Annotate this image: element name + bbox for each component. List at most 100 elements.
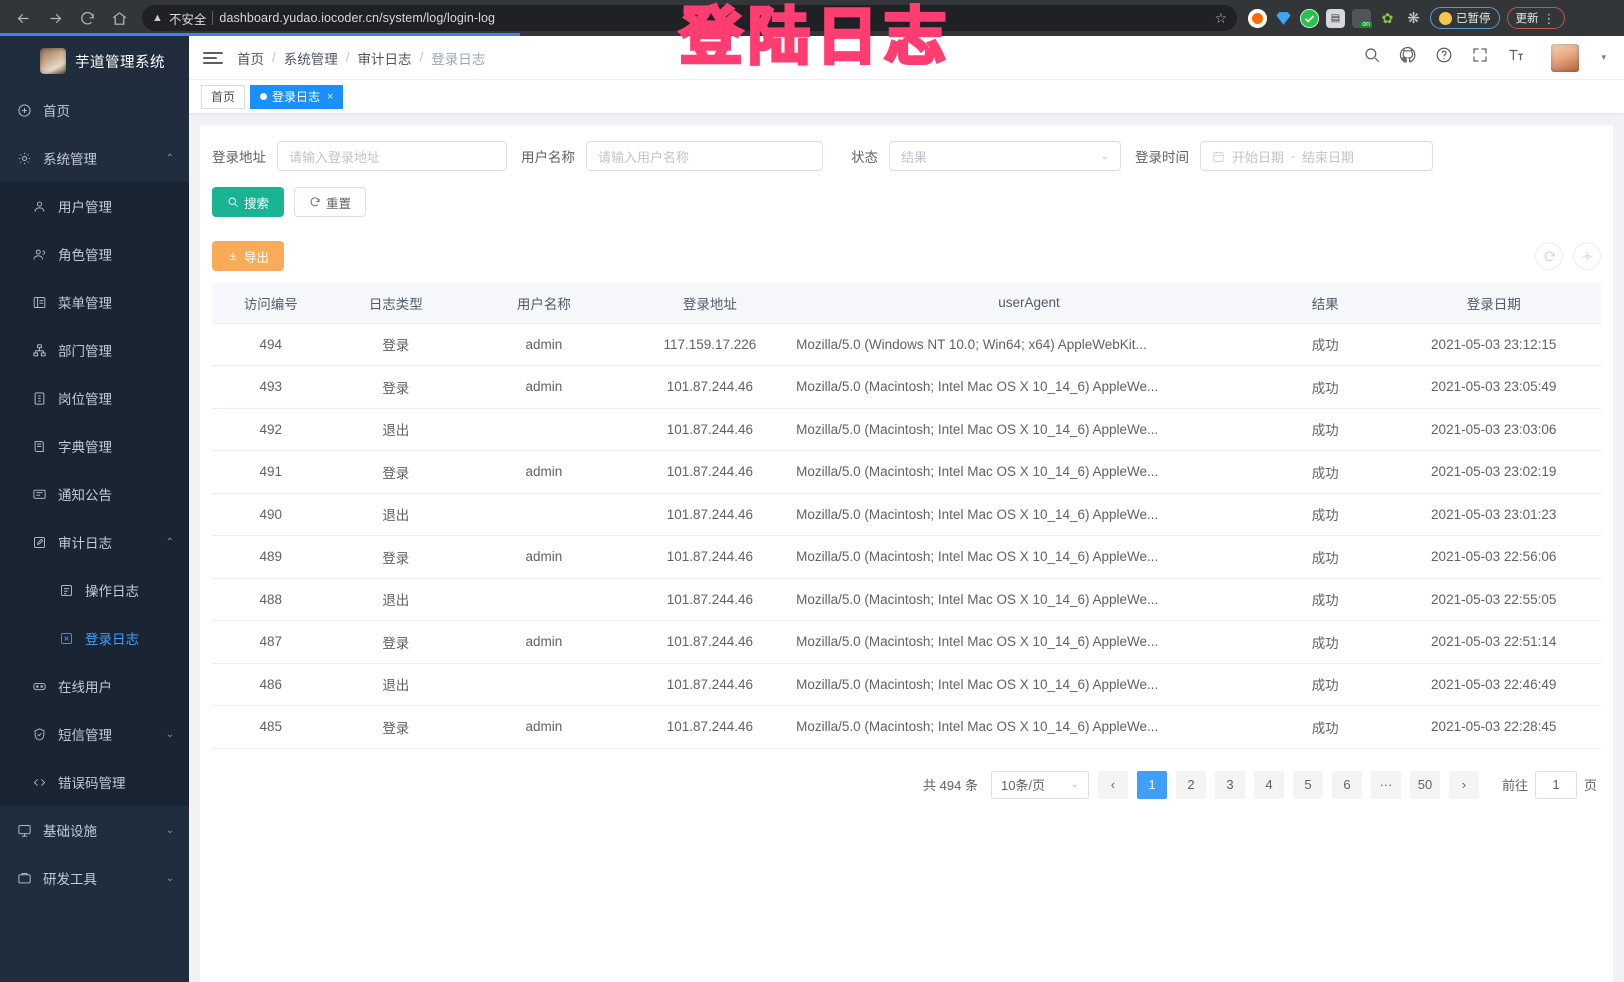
tab-active-dot-icon (260, 93, 268, 100)
sidebar-item-dev-tools[interactable]: 研发工具 ⌄ (0, 854, 189, 902)
reset-button[interactable]: 重置 (294, 187, 367, 217)
table-row[interactable]: 488 退出 101.87.244.46 Mozilla/5.0 (Macint… (212, 578, 1601, 621)
back-arrow-icon[interactable] (8, 3, 38, 33)
bookmark-star-icon[interactable]: ☆ (1214, 9, 1227, 26)
login-address-input[interactable]: 请输入登录地址 (277, 141, 507, 171)
col-login-address[interactable]: 登录地址 (625, 283, 795, 324)
browser-menu-icon[interactable]: ⋮ (1542, 10, 1556, 26)
extension-doc-icon[interactable]: ▤ (1326, 8, 1345, 28)
extension-green-check-icon[interactable] (1300, 8, 1319, 28)
sidebar-item-label: 菜单管理 (58, 296, 112, 311)
sidebar-item-departments[interactable]: 部门管理 (0, 326, 189, 374)
tab-bar: 首页 登录日志 × (189, 80, 1624, 114)
sidebar-item-operation-log[interactable]: 操作日志 (0, 566, 189, 614)
sidebar-item-home[interactable]: 首页 (0, 86, 189, 134)
page-button-4[interactable]: 4 (1253, 770, 1284, 799)
range-separator: - (1291, 149, 1296, 163)
table-row[interactable]: 489 登录 admin 101.87.244.46 Mozilla/5.0 (… (212, 535, 1601, 579)
extension-diamond-icon[interactable] (1274, 9, 1293, 28)
breadcrumb-item-0[interactable]: 首页 (237, 51, 264, 67)
table-row[interactable]: 494 登录 admin 117.159.17.226 Mozilla/5.0 … (212, 323, 1601, 366)
sidebar-item-label: 部门管理 (58, 344, 112, 359)
page-size-select[interactable]: 10条/页 ⌄ (990, 770, 1089, 799)
fullscreen-icon[interactable] (1471, 46, 1489, 69)
page-button-1[interactable]: 1 (1136, 770, 1167, 799)
sidebar-item-label: 首页 (43, 104, 70, 119)
prev-page-button[interactable]: ‹ (1097, 770, 1128, 799)
breadcrumb-item-1[interactable]: 系统管理 (283, 51, 338, 67)
column-settings-button[interactable] (1573, 242, 1601, 270)
sidebar-logo[interactable]: 芋道管理系统 (0, 36, 189, 86)
search-icon[interactable] (1363, 46, 1381, 69)
search-button[interactable]: 搜索 (212, 187, 285, 217)
font-size-icon[interactable] (1507, 46, 1525, 69)
page-ellipsis[interactable]: ··· (1370, 770, 1401, 799)
chevron-down-icon[interactable]: ▾ (1601, 52, 1606, 62)
refresh-table-button[interactable] (1535, 242, 1563, 270)
github-icon[interactable] (1399, 46, 1417, 69)
col-log-type[interactable]: 日志类型 (329, 283, 463, 324)
col-result[interactable]: 结果 (1263, 283, 1387, 324)
table-row[interactable]: 493 登录 admin 101.87.244.46 Mozilla/5.0 (… (212, 365, 1601, 409)
page-button-5[interactable]: 5 (1292, 770, 1323, 799)
avatar[interactable] (1551, 43, 1580, 72)
page-button-3[interactable]: 3 (1214, 770, 1245, 799)
next-page-button[interactable]: › (1448, 770, 1479, 799)
sidebar-item-menus[interactable]: 菜单管理 (0, 278, 189, 326)
forward-arrow-icon[interactable] (40, 3, 70, 33)
tab-home[interactable]: 首页 (201, 84, 246, 109)
table-row[interactable]: 486 退出 101.87.244.46 Mozilla/5.0 (Macint… (212, 663, 1601, 706)
col-user-name[interactable]: 用户名称 (462, 283, 626, 324)
sidebar-item-users[interactable]: 用户管理 (0, 182, 189, 230)
page-button-2[interactable]: 2 (1175, 770, 1206, 799)
sidebar-item-dict[interactable]: 字典管理 (0, 422, 189, 470)
sidebar-item-system[interactable]: 系统管理 ⌃ (0, 134, 189, 182)
goto-page-input[interactable]: 1 (1534, 770, 1577, 799)
extension-puzzle-icon[interactable]: ❋ (1407, 10, 1420, 27)
reload-icon[interactable] (72, 3, 102, 33)
col-login-date[interactable]: 登录日期 (1386, 283, 1601, 324)
sidebar-item-infrastructure[interactable]: 基础设施 ⌄ (0, 806, 189, 854)
cell-log-type: 登录 (329, 705, 463, 749)
paused-pill[interactable]: 已暂停 (1430, 7, 1500, 29)
table-row[interactable]: 487 登录 admin 101.87.244.46 Mozilla/5.0 (… (212, 620, 1601, 664)
sidebar-item-online-users[interactable]: 在线用户 (0, 662, 189, 710)
hamburger-icon[interactable] (203, 51, 223, 64)
address-bar[interactable]: ▲ 不安全 dashboard.yudao.iocoder.cn/system/… (142, 5, 1237, 31)
sidebar-item-error-code[interactable]: 错误码管理 (0, 758, 189, 806)
table-row[interactable]: 492 退出 101.87.244.46 Mozilla/5.0 (Macint… (212, 408, 1601, 451)
sidebar-item-roles[interactable]: 角色管理 (0, 230, 189, 278)
sidebar-item-posts[interactable]: 岗位管理 (0, 374, 189, 422)
col-user-agent[interactable]: userAgent (794, 283, 1264, 324)
page-button-50[interactable]: 50 (1409, 770, 1440, 799)
col-access-id[interactable]: 访问编号 (212, 283, 330, 324)
chevron-down-icon: ⌄ (165, 824, 174, 836)
cell-login-address: 117.159.17.226 (625, 323, 795, 366)
edit-icon (31, 534, 48, 551)
table-row[interactable]: 491 登录 admin 101.87.244.46 Mozilla/5.0 (… (212, 450, 1601, 494)
user-name-input[interactable]: 请输入用户名称 (586, 141, 823, 171)
extension-on-icon[interactable]: on (1352, 8, 1372, 28)
tab-login-log[interactable]: 登录日志 × (250, 84, 344, 109)
sidebar-item-notice[interactable]: 通知公告 (0, 470, 189, 518)
extension-leaf-icon[interactable]: ✿ (1381, 9, 1394, 26)
table-row[interactable]: 490 退出 101.87.244.46 Mozilla/5.0 (Macint… (212, 493, 1601, 536)
close-icon[interactable]: × (327, 90, 334, 103)
login-time-range-picker[interactable]: 开始日期 - 结束日期 (1200, 141, 1433, 171)
home-icon[interactable] (104, 3, 134, 33)
export-button[interactable]: 导出 (212, 241, 285, 271)
filter-login-address: 登录地址 请输入登录地址 (212, 141, 507, 171)
status-select[interactable]: 结果 ⌄ (889, 141, 1121, 171)
update-pill[interactable]: 更新 ⋮ (1506, 7, 1565, 29)
breadcrumb-item-2[interactable]: 审计日志 (357, 51, 412, 67)
help-icon[interactable] (1435, 46, 1453, 69)
table-row[interactable]: 485 登录 admin 101.87.244.46 Mozilla/5.0 (… (212, 705, 1601, 749)
table-toolbar: 导出 (212, 241, 1601, 271)
sidebar-item-audit-log[interactable]: 审计日志 ⌃ (0, 518, 189, 566)
start-date-placeholder: 开始日期 (1232, 149, 1285, 165)
sidebar-item-sms[interactable]: 短信管理 ⌄ (0, 710, 189, 758)
page-button-6[interactable]: 6 (1331, 770, 1362, 799)
sidebar-item-login-log[interactable]: 登录日志 (0, 614, 189, 662)
pagination: 共 494 条 10条/页 ⌄ ‹ 1 2 3 4 5 6 ··· 50 (212, 749, 1601, 799)
extension-orange-icon[interactable] (1248, 8, 1267, 28)
